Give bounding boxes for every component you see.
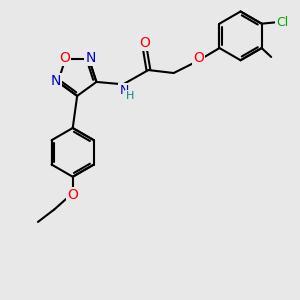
Text: O: O [59, 51, 70, 65]
Text: N: N [119, 84, 129, 98]
Text: H: H [125, 91, 134, 101]
Text: O: O [194, 51, 204, 65]
Text: N: N [85, 51, 96, 65]
Text: O: O [140, 36, 150, 50]
Text: N: N [50, 74, 61, 88]
Text: Cl: Cl [276, 16, 289, 29]
Text: O: O [67, 188, 78, 203]
